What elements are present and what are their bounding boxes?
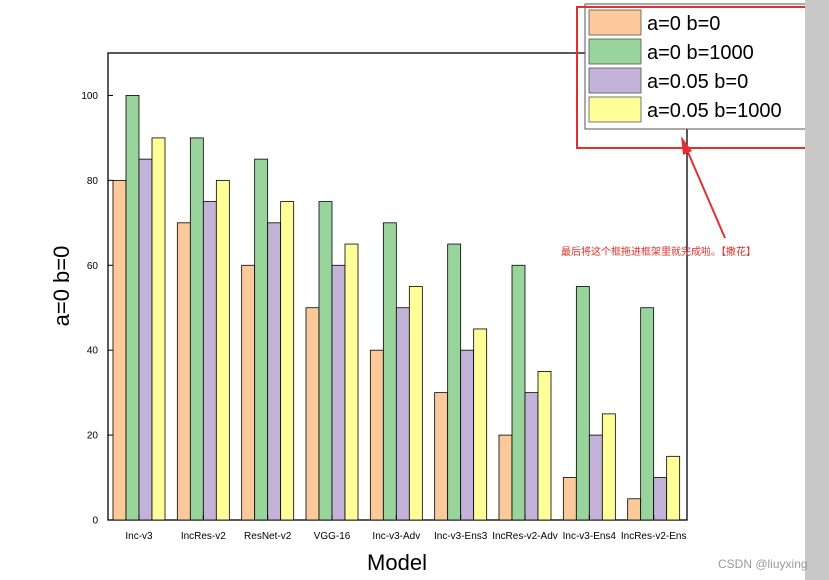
bar: [331, 264, 346, 521]
annotation-arrow-head: [681, 136, 692, 155]
bar: [408, 286, 423, 521]
bar: [473, 328, 488, 521]
legend-label: a=0.05 b=1000: [647, 100, 782, 122]
bar: [498, 434, 513, 521]
x-tick-label: IncRes-v2: [181, 531, 226, 542]
legend: a=0 b=0 a=0 b=1000 a=0.05 b=0 a=0.05 b=1000: [584, 3, 815, 130]
annotation-arrow-line: [686, 149, 726, 239]
bar: [125, 95, 140, 521]
y-axis: 0 20 40 60 80 100: [81, 91, 113, 527]
bar: [588, 434, 603, 521]
bar: [318, 201, 333, 521]
x-axis-title: Model: [367, 550, 427, 575]
bar: [344, 243, 359, 521]
bar: [382, 222, 397, 521]
y-axis-title: a=0 b=0: [49, 246, 74, 327]
annotation-text: 最后将这个框拖进框架里就完成啦。【撒花】: [561, 245, 756, 258]
y-tick-label: 80: [87, 176, 99, 187]
y-tick-label: 0: [92, 516, 98, 527]
bar: [601, 413, 616, 521]
legend-label: a=0 b=0: [647, 13, 720, 35]
bar: [537, 371, 552, 521]
bar: [267, 222, 282, 521]
x-tick-label: ResNet-v2: [244, 531, 292, 542]
bar: [176, 222, 191, 521]
y-tick-label: 40: [87, 346, 99, 357]
bar: [640, 307, 655, 521]
legend-swatch: [588, 38, 642, 65]
watermark: CSDN @liuyxing: [718, 557, 808, 571]
bar: [524, 392, 539, 521]
legend-label: a=0 b=1000: [647, 42, 754, 64]
bar: [202, 201, 217, 521]
bar: [666, 455, 681, 521]
legend-swatch: [588, 96, 642, 123]
x-tick-label: Inc-v3-Ens4: [563, 531, 617, 542]
bar: [241, 264, 256, 521]
x-tick-label: Inc-v3-Ens3: [434, 531, 488, 542]
x-tick-label: Inc-v3-Adv: [372, 531, 420, 542]
legend-swatch: [588, 9, 642, 36]
legend-label: a=0.05 b=0: [647, 71, 748, 93]
bar: [575, 286, 590, 521]
bar: [138, 158, 153, 521]
bar: [447, 243, 462, 521]
x-tick-label: Inc-v3: [125, 531, 153, 542]
bar: [434, 392, 449, 521]
bar: [511, 264, 526, 521]
x-axis: Inc-v3 IncRes-v2 ResNet-v2 VGG-16 Inc-v3-Adv…: [125, 515, 686, 542]
bar: [112, 179, 127, 521]
bar: [151, 137, 166, 521]
y-tick-label: 20: [87, 431, 99, 442]
bar: [369, 349, 384, 521]
bar: [305, 307, 320, 521]
bar: [627, 498, 642, 521]
x-tick-label: VGG-16: [314, 531, 351, 542]
bar: [460, 349, 475, 521]
bar: [562, 477, 577, 521]
y-tick-label: 100: [81, 91, 98, 102]
bar: [280, 201, 295, 521]
bar: [189, 137, 204, 521]
bar-series: [112, 95, 681, 521]
x-tick-label: IncRes-v2-Adv: [492, 531, 558, 542]
legend-swatch: [588, 67, 642, 94]
x-tick-label: IncRes-v2-Ens: [621, 531, 687, 542]
bar: [395, 307, 410, 521]
y-tick-label: 60: [87, 261, 99, 272]
bar: [653, 477, 668, 521]
bar: [215, 179, 230, 521]
bar: [254, 158, 269, 521]
scrollbar[interactable]: [805, 0, 829, 580]
